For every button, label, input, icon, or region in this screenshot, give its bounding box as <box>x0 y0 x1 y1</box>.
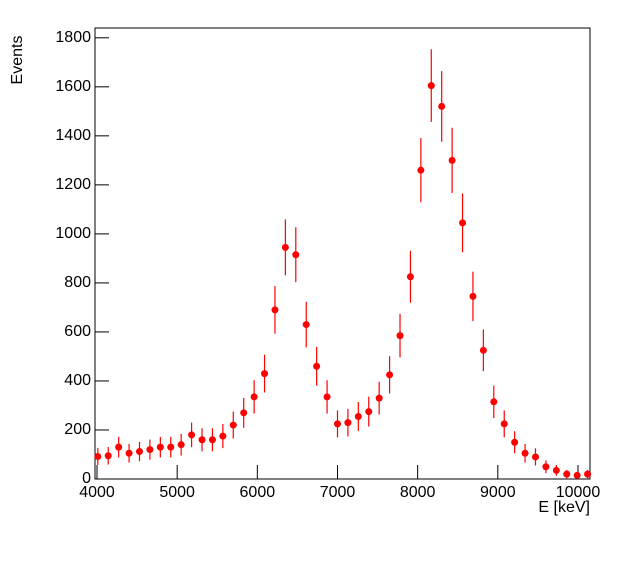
y-tick-label: 0 <box>82 470 91 487</box>
data-point <box>396 332 404 340</box>
data-point <box>333 420 341 428</box>
data-point <box>500 420 508 428</box>
data-point <box>167 443 175 451</box>
data-point <box>219 432 227 440</box>
data-point <box>531 453 539 461</box>
data-point <box>313 362 321 370</box>
x-tick-label: 8000 <box>400 484 436 501</box>
data-point <box>490 398 498 406</box>
data-point <box>177 441 185 449</box>
data-point <box>104 452 112 460</box>
x-tick-label: 9000 <box>480 484 516 501</box>
data-point <box>271 306 279 314</box>
data-point <box>115 443 123 451</box>
data-point <box>448 156 456 164</box>
data-point <box>229 421 237 429</box>
y-tick-label: 1400 <box>55 127 91 144</box>
y-tick-label: 1600 <box>55 78 91 95</box>
data-point <box>584 470 592 478</box>
y-tick-label: 400 <box>64 372 91 389</box>
x-tick-label: 7000 <box>320 484 356 501</box>
data-point <box>542 463 550 471</box>
plot-frame <box>94 27 591 480</box>
data-point <box>188 431 196 439</box>
x-tick-label: 6000 <box>240 484 276 501</box>
data-point <box>406 273 414 281</box>
data-point <box>302 321 310 329</box>
data-point <box>292 251 300 259</box>
data-point <box>375 394 383 402</box>
data-point <box>438 102 446 110</box>
data-point <box>427 82 435 90</box>
x-tick-label: 10000 <box>556 484 601 501</box>
data-point <box>208 436 216 444</box>
data-point <box>281 243 289 251</box>
data-point <box>250 393 258 401</box>
data-point <box>94 452 102 460</box>
y-tick-label: 1800 <box>55 29 91 46</box>
x-tick-label: 4000 <box>79 484 115 501</box>
y-tick-label: 800 <box>64 274 91 291</box>
data-point <box>365 408 373 416</box>
data-point <box>521 449 529 457</box>
data-point <box>511 438 519 446</box>
data-point <box>323 393 331 401</box>
data-point <box>240 409 248 417</box>
x-axis-label: E [keV] <box>538 499 590 516</box>
data-point <box>386 371 394 379</box>
data-point <box>261 370 269 378</box>
y-tick-label: 1200 <box>55 176 91 193</box>
y-tick-label: 600 <box>64 323 91 340</box>
y-axis-label: Events <box>9 36 26 85</box>
data-point <box>479 346 487 354</box>
data-point <box>125 449 133 457</box>
x-tick-label: 5000 <box>159 484 195 501</box>
y-tick-label: 200 <box>64 421 91 438</box>
data-point <box>469 292 477 300</box>
data-point <box>146 446 154 454</box>
data-point <box>552 466 560 474</box>
data-point <box>563 470 571 478</box>
y-tick-label: 1000 <box>55 225 91 242</box>
data-point <box>573 471 581 479</box>
data-point <box>417 166 425 174</box>
data-point <box>156 443 164 451</box>
data-point <box>459 219 467 227</box>
data-point <box>198 436 206 444</box>
data-point <box>135 448 143 456</box>
data-point <box>354 412 362 420</box>
data-point <box>344 419 352 427</box>
